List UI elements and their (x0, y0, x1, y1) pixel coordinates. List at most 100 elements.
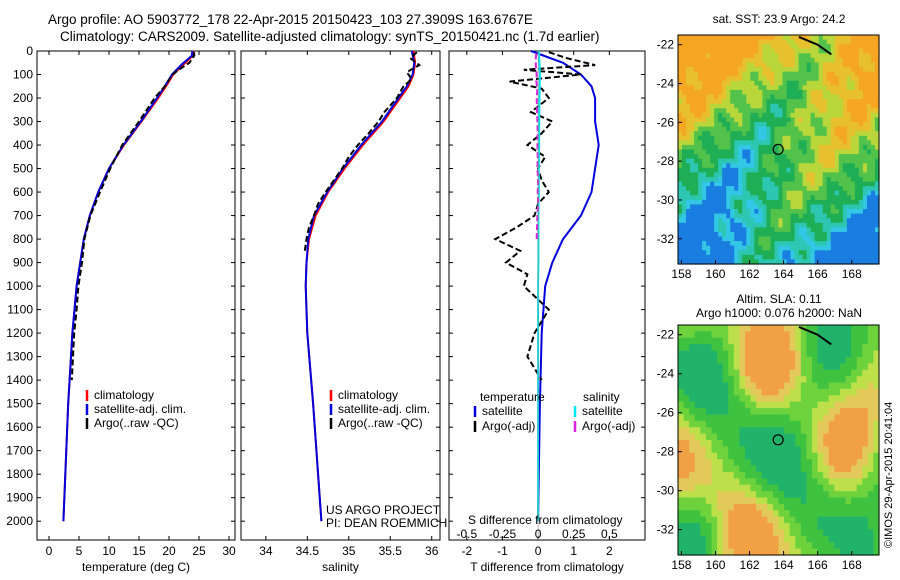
map-y-tick-label: -28 (657, 445, 675, 459)
x-tick-label: 15 (132, 544, 146, 558)
map-x-tick-label: 166 (808, 267, 828, 281)
series-line-climatology (62, 50, 195, 522)
coastline (798, 326, 832, 346)
panel-frame-difference-from-climatology (448, 50, 646, 541)
map-x-tick-label: 162 (740, 267, 760, 281)
map-x-tick-label: 158 (671, 558, 691, 572)
legend-label: Argo(-adj) (482, 419, 535, 433)
legend-header-temperature: temperature (480, 390, 545, 404)
y-tick-label: 1700 (6, 444, 33, 458)
y-tick-label: 100 (13, 68, 33, 82)
y-tick-label: 1500 (6, 397, 33, 411)
panel-frame-temperature-profile (36, 50, 236, 541)
x-axis-label-temperature-profile: temperature (deg C) (82, 560, 190, 574)
legend-label: climatology (94, 388, 154, 402)
s-tick-label: 0 (535, 527, 542, 541)
x-tick-label: 35.5 (379, 544, 403, 558)
x-tick-label: 5 (76, 544, 83, 558)
argo-position-marker (772, 434, 784, 446)
map-x-tick-label: 158 (671, 267, 691, 281)
y-tick-label: 300 (13, 115, 33, 129)
x-tick-label: 34 (259, 544, 273, 558)
map-y-tick-label: -22 (657, 328, 675, 342)
map-x-tick-label: 162 (740, 558, 760, 572)
y-tick-label: 1400 (6, 373, 33, 387)
map-y-tick-label: -32 (657, 523, 675, 537)
x-tick-label: 36 (425, 544, 439, 558)
x-tick-label: 2 (606, 544, 613, 558)
x-axis-label-difference-from-climatology: T difference from climatology (470, 560, 624, 574)
map-sla-map (678, 325, 880, 556)
project-annotation: PI: DEAN ROEMMICH (326, 516, 447, 530)
series-line-temperature-argo-adj- (493, 51, 596, 381)
series-line-temperature-satellite (530, 50, 600, 522)
x-axis-label-top: S difference from climatology (468, 513, 623, 527)
map-y-tick-label: -22 (657, 38, 675, 52)
map-y-tick-label: -32 (657, 232, 675, 246)
sla-map-title-2: Argo h1000: 0.076 h2000: NaN (696, 306, 862, 320)
map-x-tick-label: 160 (705, 267, 725, 281)
series-line-climatology (304, 50, 417, 522)
y-tick-label: 2000 (6, 514, 33, 528)
project-annotation: US ARGO PROJECT (326, 503, 441, 517)
legend-label: climatology (338, 388, 398, 402)
map-x-tick-label: 160 (705, 558, 725, 572)
s-tick-label: 0.5 (601, 527, 618, 541)
header-line-2: Climatology: CARS2009. Satellite-adjuste… (60, 29, 600, 44)
x-tick-label: -1 (497, 544, 508, 558)
legend-label: satellite (482, 404, 523, 418)
y-tick-label: 900 (13, 256, 33, 270)
series-line-argo-raw-qc- (303, 51, 422, 251)
legend-label: Argo(..raw -QC) (94, 416, 179, 430)
map-x-tick-label: 168 (842, 267, 862, 281)
legend-label: satellite-adj. clim. (338, 402, 430, 416)
legend-label: Argo(..raw -QC) (338, 416, 423, 430)
x-tick-label: 10 (102, 544, 116, 558)
map-frame (677, 34, 880, 265)
y-tick-label: 600 (13, 185, 33, 199)
y-tick-label: 400 (13, 138, 33, 152)
y-tick-label: 1200 (6, 326, 33, 340)
panel-frame-salinity-profile (240, 50, 441, 541)
coastline (798, 36, 832, 56)
x-tick-label: 35 (342, 544, 356, 558)
legend-label: Argo(-adj) (582, 419, 635, 433)
legend-label: satellite (582, 404, 623, 418)
y-tick-label: 1000 (6, 279, 33, 293)
map-y-tick-label: -28 (657, 154, 675, 168)
map-y-tick-label: -24 (657, 77, 675, 91)
legend-header-salinity: salinity (583, 390, 620, 404)
y-tick-label: 1300 (6, 350, 33, 364)
y-tick-label: 0 (26, 44, 33, 58)
map-frame (677, 324, 880, 556)
y-tick-label: 800 (13, 232, 33, 246)
map-sst-map (678, 35, 880, 265)
map-x-tick-label: 164 (774, 558, 794, 572)
map-x-tick-label: 164 (774, 267, 794, 281)
argo-position-marker (772, 143, 784, 155)
x-tick-label: 25 (192, 544, 206, 558)
map-y-tick-label: -30 (657, 193, 675, 207)
series-line-satellite-adj-clim- (62, 50, 194, 522)
series-line-satellite-adj-clim- (304, 50, 416, 522)
header-line-1: Argo profile: AO 5903772_178 22-Apr-2015… (48, 12, 533, 27)
x-tick-label: 0 (535, 544, 542, 558)
sst-map-title: sat. SST: 23.9 Argo: 24.2 (713, 12, 846, 26)
map-y-tick-label: -30 (657, 484, 675, 498)
s-tick-label: -0.5 (456, 527, 477, 541)
map-y-tick-label: -26 (657, 406, 675, 420)
sla-map-title-1: Altim. SLA: 0.11 (736, 292, 821, 306)
x-tick-label: -2 (461, 544, 472, 558)
x-axis-label-salinity-profile: salinity (322, 560, 359, 574)
y-tick-label: 1800 (6, 467, 33, 481)
legend-label: satellite-adj. clim. (94, 402, 186, 416)
x-tick-label: 1 (570, 544, 577, 558)
series-line-argo-raw-qc- (70, 52, 196, 381)
x-tick-label: 30 (222, 544, 236, 558)
map-y-tick-label: -24 (657, 367, 675, 381)
y-tick-label: 200 (13, 91, 33, 105)
s-tick-label: -0.25 (489, 527, 517, 541)
x-tick-label: 0 (46, 544, 53, 558)
x-tick-label: 20 (162, 544, 176, 558)
